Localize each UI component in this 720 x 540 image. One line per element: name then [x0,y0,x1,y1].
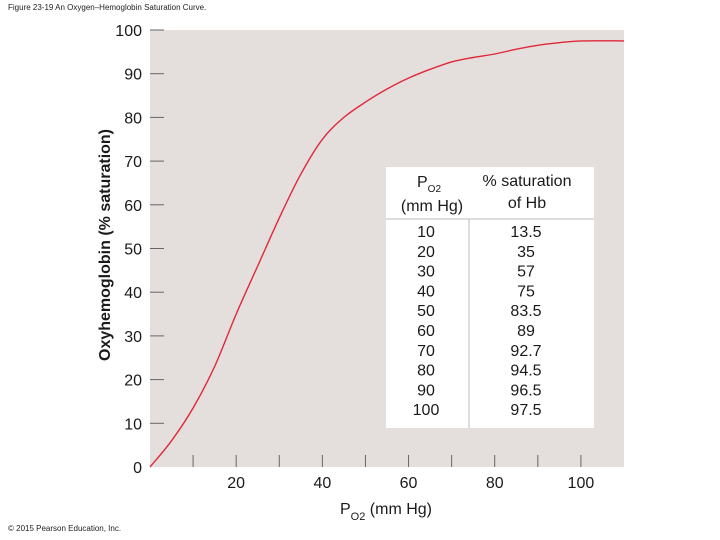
x-axis-title-subscript: O2 [351,511,366,523]
table-cell-po2: 70 [417,343,435,360]
y-tick-label: 90 [124,67,142,84]
table-cell-po2: 100 [413,402,440,419]
table-cell-po2: 50 [417,303,435,320]
x-axis-title-main: P [340,501,351,518]
table-header-col1-unit: (mm Hg) [401,198,463,215]
table-cell-po2: 10 [417,224,435,241]
copyright-notice: © 2015 Pearson Education, Inc. [8,524,122,533]
y-tick-label: 50 [124,242,142,259]
y-tick-label: 30 [124,329,142,346]
x-tick-labels: 20 40 60 80 100 [227,475,594,492]
table-cell-saturation: 57 [517,264,535,281]
table-header-col1-subscript: O2 [428,184,442,195]
figure-caption: Figure 23-19 An Oxygen–Hemoglobin Satura… [8,3,207,12]
y-tick-label: 100 [115,23,142,40]
y-tick-label: 70 [124,154,142,171]
table-cell-saturation: 83.5 [510,303,541,320]
table-cell-saturation: 75 [517,283,535,300]
table-cell-po2: 30 [417,264,435,281]
table-header-col1-main: P [417,174,428,191]
x-axis-title: PO2 (mm Hg) [340,501,432,523]
axis-ticks [150,29,582,467]
table-cell-po2: 40 [417,283,435,300]
saturation-curve [149,40,625,468]
table-cell-po2: 20 [417,244,435,261]
y-tick-label: 20 [124,373,142,390]
y-tick-label: 40 [124,285,142,302]
table-cell-po2: 80 [417,363,435,380]
table-cell-po2: 90 [417,382,435,399]
table-cell-saturation: 35 [517,244,535,261]
table-cell-saturation: 96.5 [510,382,541,399]
table-rows: 10 13.5 20 35 30 57 40 75 50 83.5 60 89 70 92.7 80 94.5… [413,224,542,419]
x-tick-label: 20 [227,475,245,492]
table-header-col2-line2: of Hb [508,195,546,212]
table-cell-saturation: 89 [517,323,535,340]
table-cell-po2: 60 [417,323,435,340]
x-tick-label: 80 [486,475,504,492]
y-tick-labels: 0 10 20 30 40 50 60 70 80 90 100 [115,23,142,477]
table-header-col2-line1: % saturation [483,173,572,190]
table-header-col1: PO2 [417,174,441,195]
table-cell-saturation: 97.5 [510,402,541,419]
x-tick-label: 40 [313,475,331,492]
x-tick-label: 100 [568,475,595,492]
x-tick-label: 60 [400,475,418,492]
data-table: PO2 (mm Hg) % saturation of Hb 10 13.5 20 3… [386,167,594,428]
y-axis-title: Oxyhemoglobin (% saturation) [97,129,114,361]
table-background [386,167,594,428]
y-tick-label: 0 [133,460,142,477]
table-cell-saturation: 92.7 [510,343,541,360]
table-cell-saturation: 13.5 [510,224,541,241]
y-tick-label: 80 [124,110,142,127]
table-cell-saturation: 94.5 [510,363,541,380]
y-tick-label: 60 [124,198,142,215]
x-axis-title-unit: (mm Hg) [365,501,432,518]
y-tick-label: 10 [124,416,142,433]
